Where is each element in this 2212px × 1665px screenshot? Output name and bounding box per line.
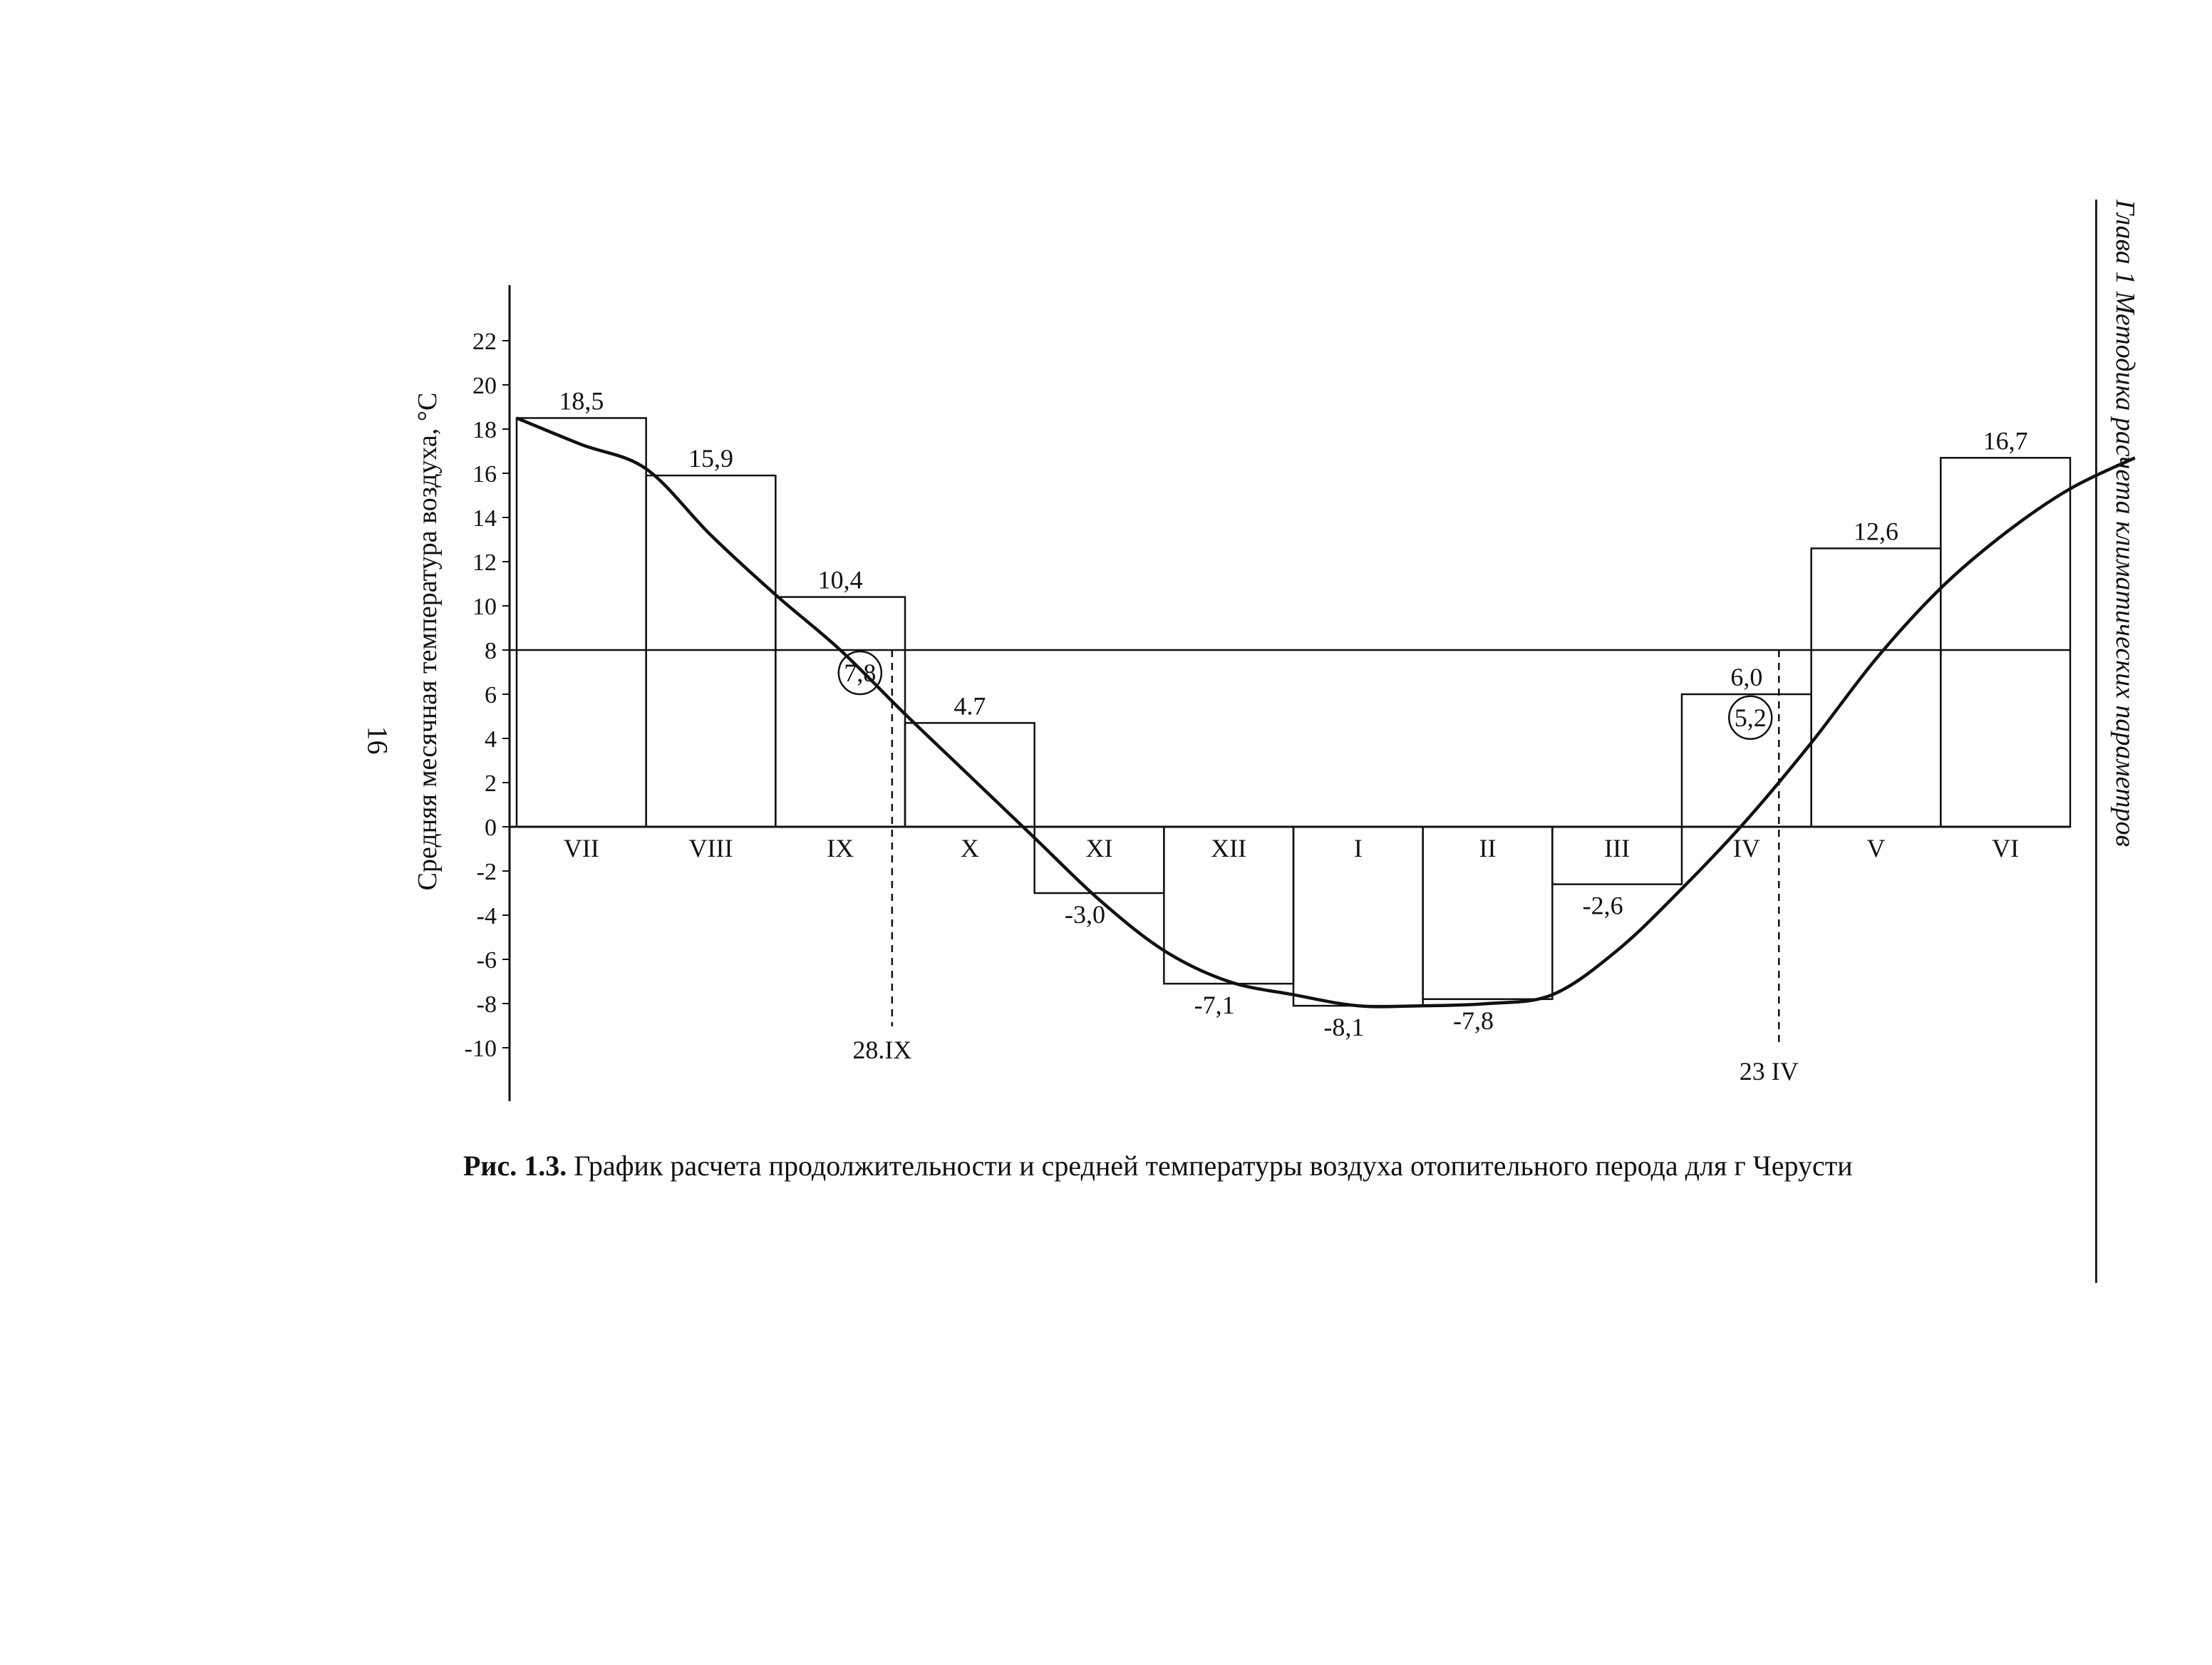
y-tick-label: -6	[477, 947, 497, 974]
month-label: II	[1479, 834, 1497, 862]
month-label: VI	[1992, 834, 2019, 862]
value-label: 18,5	[559, 387, 604, 416]
bar	[1940, 457, 2072, 828]
bar	[1422, 825, 1554, 1001]
month-label: IV	[1733, 834, 1760, 862]
caption-text: График расчета продолжительности и средн…	[567, 1150, 1853, 1182]
running-head-rule	[2095, 200, 2097, 1283]
y-tick-label: 4	[485, 726, 497, 753]
y-axis-title: Средняя месячная температура воздуха, °С	[413, 393, 443, 891]
month-label: IX	[827, 834, 854, 862]
marker-circled-value: 7,8	[844, 659, 876, 687]
y-tick-label: 16	[472, 461, 497, 488]
value-label: -3,0	[1065, 900, 1105, 929]
y-tick-label: 12	[472, 550, 497, 576]
bar	[1551, 825, 1683, 885]
y-tick-label: 10	[472, 594, 497, 620]
y-tick-label: 20	[472, 373, 497, 399]
y-tick-label: 2	[485, 770, 497, 797]
marker-date-label: 28.IX	[852, 1036, 911, 1064]
month-label: VIII	[689, 834, 733, 862]
month-label: I	[1354, 834, 1363, 862]
bar	[515, 417, 647, 828]
value-label: 15,9	[688, 444, 733, 473]
y-tick-label: 8	[485, 638, 497, 664]
month-label: XII	[1211, 834, 1246, 862]
y-tick-label: -2	[477, 859, 497, 885]
y-tick-label: 0	[485, 815, 497, 841]
month-label: XI	[1086, 834, 1113, 862]
value-label: 12,6	[1854, 517, 1898, 545]
running-head: Глава 1 Методика расчета климатических п…	[2110, 200, 2140, 847]
y-tick-label: -10	[465, 1036, 497, 1062]
value-label: -2,6	[1583, 892, 1623, 920]
value-label: -8,1	[1323, 1013, 1364, 1041]
bar	[645, 474, 777, 828]
marker-date-label: 23 IV	[1740, 1057, 1799, 1086]
value-label: 10,4	[818, 566, 863, 594]
figure-caption: Рис. 1.3. График расчета продолжительнос…	[463, 1149, 1853, 1182]
marker-circle	[837, 650, 883, 696]
y-tick-label: 14	[472, 505, 497, 532]
bar	[775, 596, 906, 828]
y-tick-label: 18	[472, 417, 497, 443]
marker-circle	[1728, 695, 1773, 741]
caption-prefix: Рис. 1.3.	[463, 1150, 567, 1182]
month-label: X	[961, 834, 979, 862]
value-label: 16,7	[1983, 426, 2028, 455]
month-label: III	[1604, 834, 1630, 862]
y-tick-label: -8	[477, 991, 497, 1018]
value-label: -7,8	[1453, 1006, 1494, 1035]
y-tick-label: 22	[472, 329, 497, 355]
month-label: VII	[564, 834, 599, 862]
value-label: 6,0	[1730, 663, 1762, 691]
value-label: -7,1	[1194, 991, 1235, 1019]
month-label: V	[1867, 834, 1886, 862]
bar	[904, 722, 1035, 828]
marker-circled-value: 5,2	[1735, 703, 1767, 732]
y-tick-label: -4	[477, 903, 497, 929]
value-label: 4.7	[953, 691, 986, 720]
bar	[1810, 547, 1942, 828]
temperature-curve	[516, 416, 2136, 1009]
y-tick-label: 6	[485, 682, 497, 708]
